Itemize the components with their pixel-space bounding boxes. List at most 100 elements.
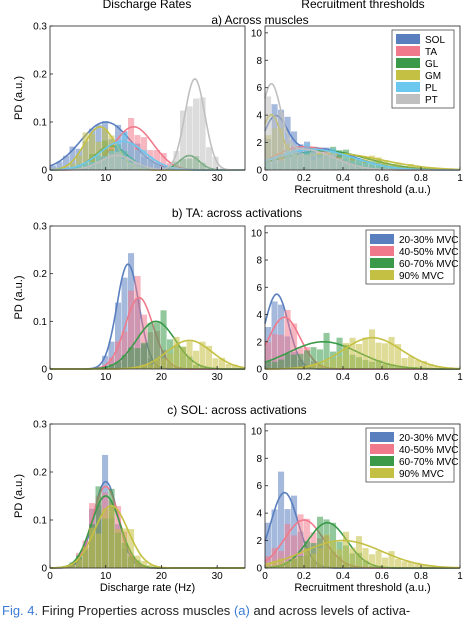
histogram-bar [382,167,389,170]
histogram-bar [356,167,363,170]
histogram-bar [369,554,376,568]
histogram-bar [173,151,180,170]
histogram-bar [212,358,219,369]
x-tick-label: 0 [262,571,268,582]
x-tick-label: 0.4 [336,571,350,582]
histogram-bar [323,360,330,369]
legend-swatch [370,444,394,454]
y-tick-label: 2 [256,536,262,547]
legend-label: 40-50% MVC [399,445,458,456]
histogram-bar [343,161,350,170]
histogram-bar [304,155,311,170]
column-title-left: Discharge Rates [103,0,192,11]
y-axis-label: PD (a.u.) [13,76,25,120]
histogram-bar [421,361,428,369]
y-tick-label: 0 [256,166,262,177]
histogram-bar [134,348,141,369]
legend-label: 40-50% MVC [399,247,458,258]
histogram-bar [56,161,63,170]
histogram-bar [89,133,96,170]
legend-swatch [370,234,394,244]
x-tick-label: 0.8 [414,372,428,383]
histogram-bar [271,114,278,170]
y-tick-label: 0.3 [33,420,47,431]
histogram-bar [102,355,109,369]
histogram-bar [82,167,89,170]
histogram-bar [160,153,167,170]
histogram-bar [336,158,343,170]
histogram-bar [141,149,148,170]
histogram-bar [199,97,206,170]
histogram-bar [69,163,76,170]
legend-swatch [396,94,420,104]
histogram-bar [265,556,272,568]
figure-caption: Fig. 4. Firing Properties across muscles… [2,603,472,618]
histogram-bar [356,343,363,369]
histogram-bar [395,344,402,369]
histogram-bar [304,365,311,369]
histogram-bar [291,495,298,568]
histogram-bar [265,522,272,568]
y-tick-label: 2 [256,138,262,149]
histogram-bar [95,486,102,568]
histogram-bar [349,547,356,568]
histogram-bar [238,367,245,369]
histogram-bar [199,341,206,369]
x-tick-label: 0.8 [414,173,428,184]
histogram-bar [147,364,154,369]
histogram-bar [317,548,324,568]
histogram-bar [186,341,193,369]
y-tick-label: 8 [256,454,262,465]
histogram-bar [89,527,96,568]
histogram-bar [343,342,350,369]
y-tick-label: 6 [256,481,262,492]
histogram-bar [108,357,115,369]
y-tick-label: 0.1 [33,118,47,129]
histogram-bar [408,356,415,369]
x-tick-label: 0 [47,372,53,383]
histogram-bar [304,548,311,568]
panel-title-c: c) SOL: across activations [167,403,306,417]
caption-ref[interactable]: (a) [233,603,250,618]
histogram-bar [82,546,89,568]
histogram-bar [69,167,76,170]
axes-frame [264,25,461,171]
histogram-bar [141,167,148,170]
histogram-bar [180,110,187,170]
legend-swatch [370,270,394,280]
y-tick-label: 10 [251,228,263,239]
histogram-bar [108,153,115,170]
x-axis-label: Discharge rate (Hz) [100,582,195,594]
histogram-bar [330,153,337,170]
x-tick-label: 0.8 [414,571,428,582]
legend-label: 60-70% MVC [399,457,458,468]
histogram-bar [336,356,343,369]
x-tick-label: 20 [156,571,168,582]
histogram-bar [278,334,285,369]
histogram-bar [128,142,135,170]
histogram-bar [173,336,180,369]
caption-text-b: and across levels of activa- [253,603,411,618]
density-curve [50,504,245,569]
panel-title-b: b) TA: across activations [172,206,302,220]
y-tick-label: 8 [256,256,262,267]
chart-panel: 0 10 20 30 0 0.1 0.2 0.3 PD (a.u.) Discharge rate… [13,420,246,594]
histogram-bar [134,367,141,369]
histogram-bar [219,168,226,170]
histogram-bar [121,331,128,369]
density-curve [265,336,461,370]
y-tick-label: 0.3 [33,222,47,233]
histogram-bar [388,551,395,568]
histogram-bar [375,550,382,568]
histogram-bar [388,167,395,170]
histogram-bar [408,163,415,170]
histogram-bar [154,161,161,170]
legend-label: 60-70% MVC [399,259,458,270]
histogram-bar [121,277,128,369]
y-tick-label: 0.2 [33,70,47,81]
histogram-bar [219,357,226,369]
histogram-bar [128,529,135,568]
histogram-bar [95,533,102,568]
x-tick-label: 0.6 [375,372,389,383]
